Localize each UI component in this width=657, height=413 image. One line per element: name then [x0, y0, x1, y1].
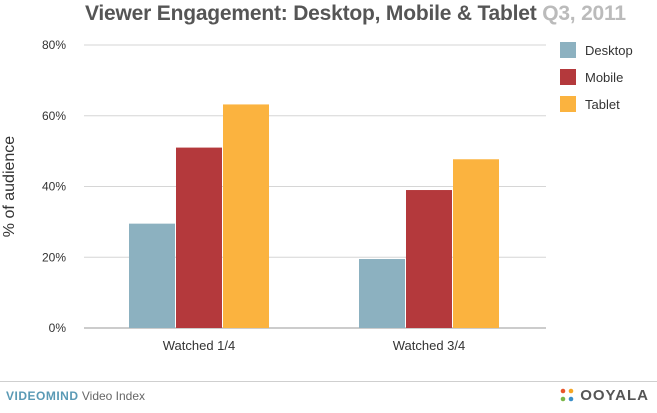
- x-tick-label: Watched 1/4: [163, 338, 236, 353]
- footer-source: VIDEOMIND Video Index: [6, 389, 145, 403]
- legend-item-mobile: Mobile: [560, 69, 633, 85]
- legend-swatch-tablet: [560, 96, 576, 112]
- bar-desktop: [129, 223, 175, 328]
- footer-divider: [0, 381, 657, 382]
- legend-swatch-mobile: [560, 69, 576, 85]
- legend-item-tablet: Tablet: [560, 96, 633, 112]
- chart-title: Viewer Engagement: Desktop, Mobile & Tab…: [85, 2, 626, 26]
- y-tick-label: 60%: [42, 109, 66, 123]
- y-tick-label: 40%: [42, 180, 66, 194]
- legend-label-desktop: Desktop: [585, 42, 633, 58]
- bar-chart: 0% 20% 40% 60% 80% % of audience Watched 1/4 Wa…: [1, 38, 546, 353]
- bar-tablet: [453, 159, 499, 328]
- x-tick-label: Watched 3/4: [393, 338, 466, 353]
- chart-title-main: Viewer Engagement: Desktop, Mobile & Tab…: [85, 2, 537, 25]
- video-index-label: Video Index: [81, 389, 146, 403]
- legend-swatch-desktop: [560, 42, 576, 58]
- ooyala-logo-text: OOYALA: [580, 386, 649, 404]
- legend-label-tablet: Tablet: [585, 96, 620, 112]
- bar-tablet: [223, 104, 269, 329]
- y-tick-label: 0%: [49, 321, 67, 335]
- ooyala-logo: OOYALA: [558, 386, 649, 404]
- chart-title-period: Q3, 2011: [542, 2, 626, 25]
- y-axis-label: % of audience: [1, 136, 18, 238]
- y-tick-label: 20%: [42, 250, 66, 264]
- chart-legend: Desktop Mobile Tablet: [560, 42, 633, 123]
- y-tick-label: 80%: [42, 38, 66, 52]
- legend-label-mobile: Mobile: [585, 69, 624, 85]
- bar-mobile: [406, 190, 452, 328]
- videomind-brand: VIDEOMIND: [6, 389, 79, 403]
- bar-desktop: [359, 259, 405, 328]
- ooyala-logo-mark-icon: [560, 388, 574, 402]
- legend-item-desktop: Desktop: [560, 42, 633, 58]
- bar-mobile: [176, 147, 222, 328]
